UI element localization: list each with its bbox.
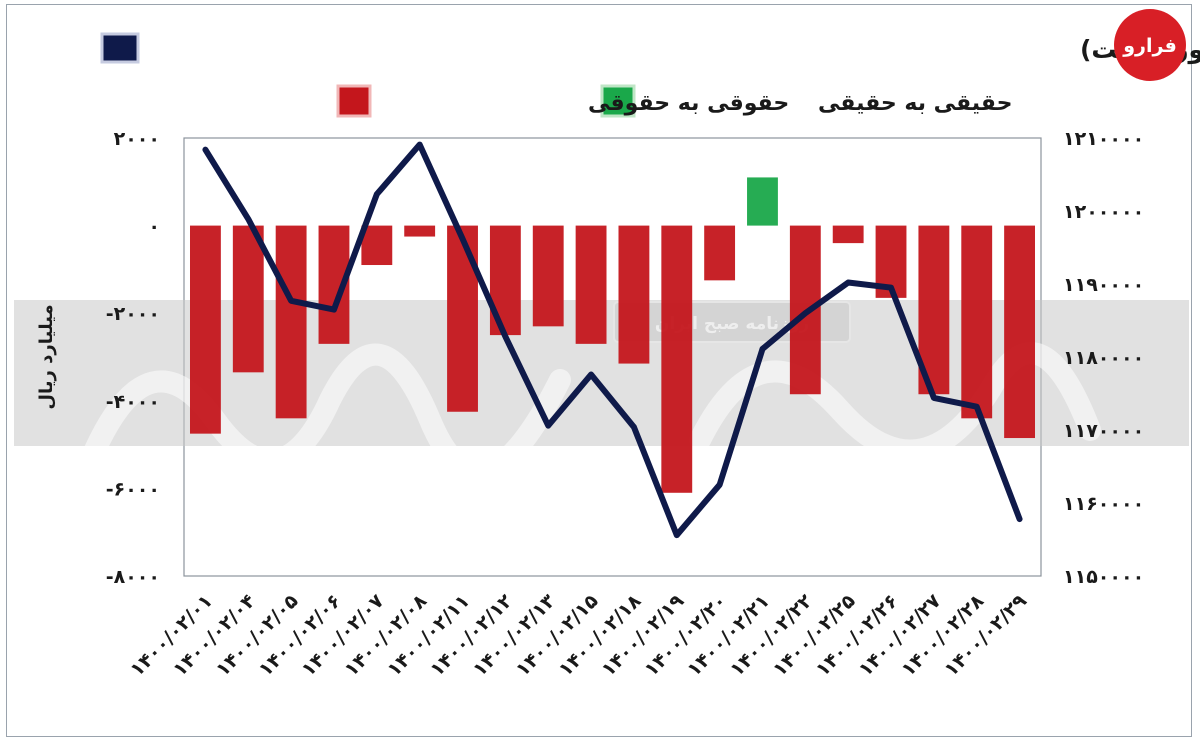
y-left-tick-label: -۲۰۰۰: [106, 303, 160, 325]
index-line: [202, 141, 1023, 539]
y-right-tick-label: ۱۱۸۰۰۰۰: [1063, 347, 1144, 369]
bar: [275, 225, 307, 419]
bar: [661, 225, 693, 493]
bar: [575, 225, 607, 344]
chart-frame: [6, 4, 1192, 737]
y-axis-right: ۱۲۱۰۰۰۰ ۱۲۰۰۰۰۰ ۱۱۹۰۰۰۰ ۱۱۸۰۰۰۰ ۱۱۷۰۰۰۰ ۱۱۶۰۰…: [1063, 128, 1144, 588]
y-left-tick-label: ۲۰۰۰: [114, 128, 160, 150]
y-left-tick-label: -۸۰۰۰: [106, 566, 160, 588]
bar: [618, 225, 650, 364]
line-series: [202, 141, 1023, 539]
y-left-tick-label: -۶۰۰۰: [106, 478, 160, 500]
y-left-tick-label: -۴۰۰۰: [106, 391, 160, 413]
y-right-tick-label: ۱۱۶۰۰۰۰: [1063, 493, 1144, 515]
bar: [189, 225, 221, 434]
legend-swatch-red: [336, 84, 372, 118]
legend-label-red: حقوقی به حقوقی: [588, 91, 789, 116]
x-axis: ۱۴۰۰/۰۲/۰۱۱۴۰۰/۰۲/۰۴۱۴۰۰/۰۲/۰۵۱۴۰۰/۰۲/۰۶…: [126, 590, 1031, 681]
bar: [532, 225, 564, 327]
watermark-script: [84, 342, 1101, 483]
bar: [832, 225, 864, 244]
y-right-tick-label: ۱۲۰۰۰۰۰: [1063, 201, 1144, 223]
bar: [1004, 225, 1036, 439]
bar: [447, 225, 478, 412]
logo-badge: [1114, 9, 1186, 81]
logo-text: فرارو: [1122, 35, 1177, 57]
y-right-tick-label: ۱۱۹۰۰۰۰: [1063, 274, 1144, 296]
y-right-tick-label: ۱۲۱۰۰۰۰: [1063, 128, 1144, 150]
bar: [747, 177, 778, 226]
y-right-tick-label: ۱۱۵۰۰۰۰: [1063, 566, 1144, 588]
bar: [232, 225, 264, 373]
bar: [961, 225, 993, 419]
bar: [361, 225, 393, 266]
watermark-badge-text: روزنامه صبح ایران: [655, 314, 809, 334]
legend-swatch-line: [100, 32, 140, 64]
y-axis-left: ۲۰۰۰ ۰ -۲۰۰۰ -۴۰۰۰ -۶۰۰۰ -۸۰۰۰: [106, 128, 160, 588]
y-right-tick-label: ۱۱۷۰۰۰۰: [1063, 420, 1144, 442]
y-left-tick-label: ۰: [148, 216, 160, 238]
bar: [704, 225, 736, 281]
legend-label-green: حقیقی به حقیقی: [818, 91, 1012, 116]
legend-swatch-green: [600, 84, 636, 118]
y-axis-left-label: میلیارد ریال: [36, 304, 57, 409]
bar: [404, 225, 436, 237]
